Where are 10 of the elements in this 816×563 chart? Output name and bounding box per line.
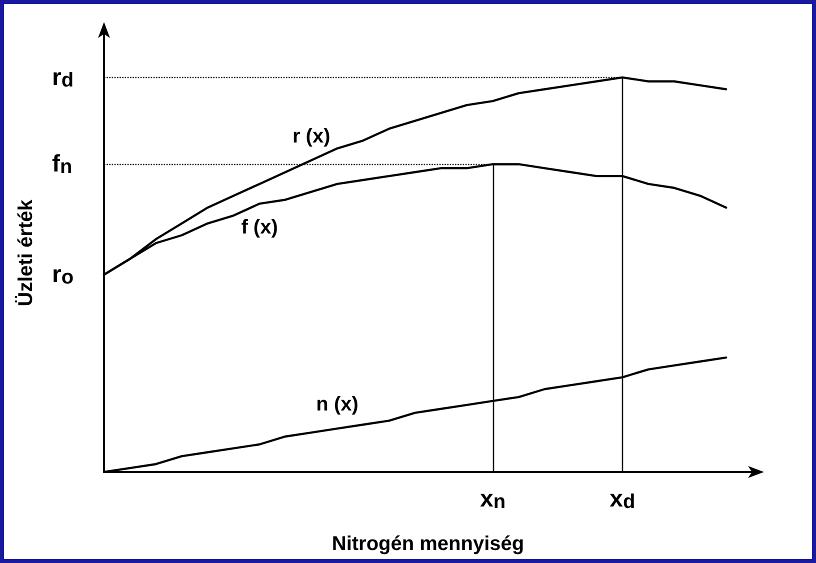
series-label: f (x) [241,216,278,239]
ref-line-label: fn [52,150,72,178]
series-label: n (x) [316,394,358,416]
y-axis-title: Üzleti érték [14,198,37,306]
x-axis-title: Nitrogén mennyiség [332,533,524,555]
x-tick-label: xn [480,486,506,513]
text: ro [52,261,74,289]
series-label: r (x) [292,125,330,148]
x-tick-label: xd [610,486,636,513]
ref-line-label: rd [52,64,74,92]
